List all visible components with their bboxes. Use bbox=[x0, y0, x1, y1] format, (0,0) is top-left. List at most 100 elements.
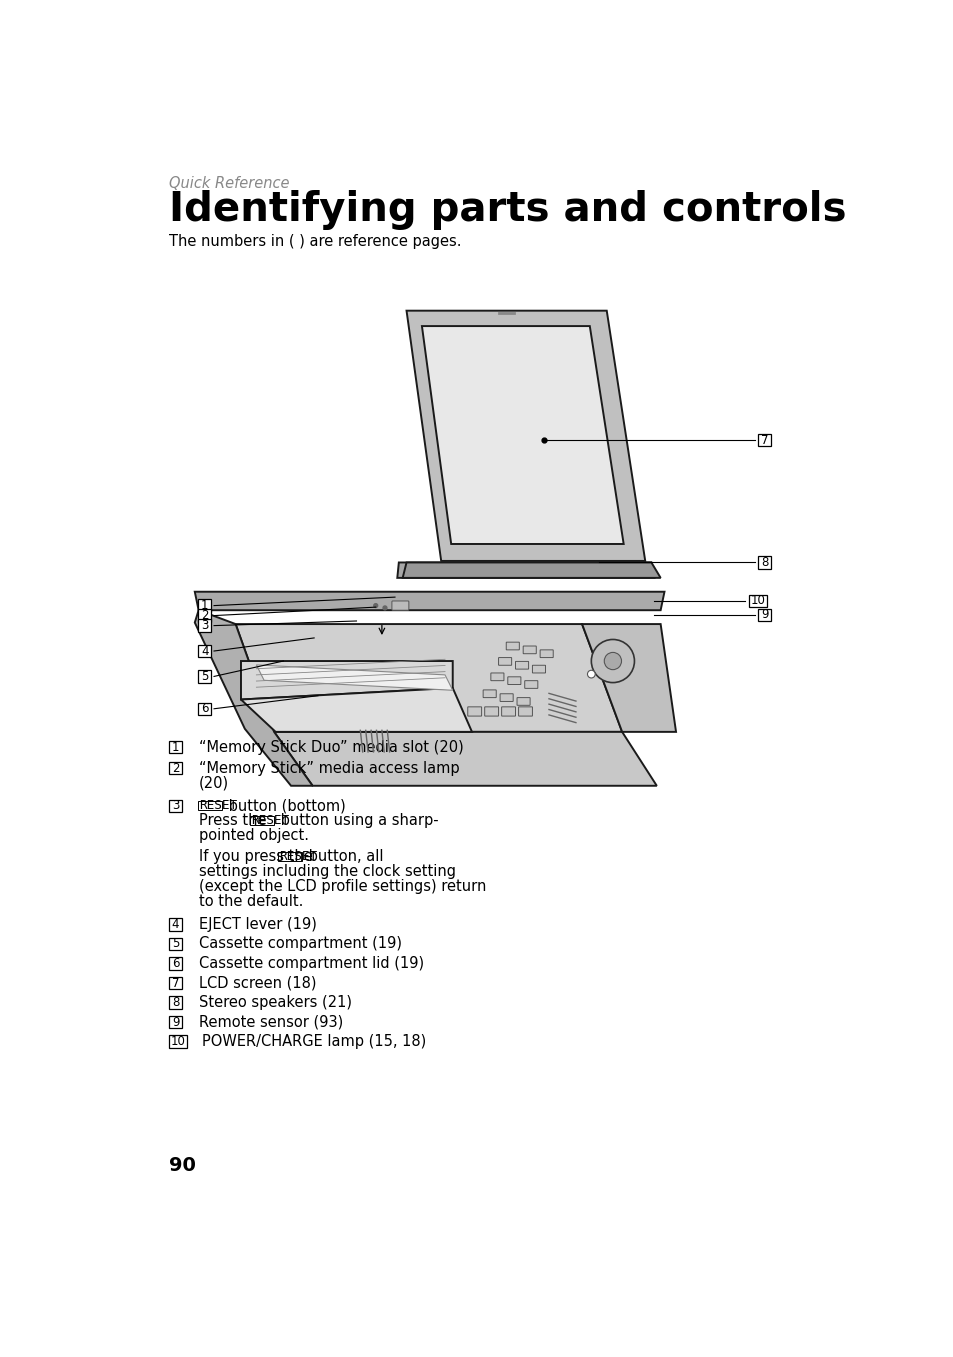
FancyBboxPatch shape bbox=[198, 645, 212, 657]
Polygon shape bbox=[402, 562, 659, 578]
Text: Cassette compartment (19): Cassette compartment (19) bbox=[198, 936, 401, 951]
FancyBboxPatch shape bbox=[515, 661, 528, 669]
FancyBboxPatch shape bbox=[506, 642, 518, 650]
Text: Identifying parts and controls: Identifying parts and controls bbox=[170, 190, 846, 229]
Text: 6: 6 bbox=[172, 957, 179, 970]
Text: 1: 1 bbox=[201, 598, 209, 612]
Text: Press the: Press the bbox=[198, 813, 271, 828]
Polygon shape bbox=[241, 688, 472, 731]
FancyBboxPatch shape bbox=[748, 594, 765, 607]
FancyBboxPatch shape bbox=[484, 707, 498, 716]
Text: 8: 8 bbox=[172, 996, 179, 1010]
FancyBboxPatch shape bbox=[169, 919, 182, 931]
FancyBboxPatch shape bbox=[169, 938, 182, 950]
Text: POWER/CHARGE lamp (15, 18): POWER/CHARGE lamp (15, 18) bbox=[202, 1034, 426, 1049]
FancyBboxPatch shape bbox=[169, 799, 182, 811]
Text: 5: 5 bbox=[172, 938, 179, 950]
FancyBboxPatch shape bbox=[467, 707, 481, 716]
Text: 3: 3 bbox=[172, 799, 179, 813]
Text: (except the LCD profile settings) return: (except the LCD profile settings) return bbox=[198, 879, 485, 894]
FancyBboxPatch shape bbox=[392, 601, 409, 611]
Circle shape bbox=[383, 607, 387, 609]
FancyBboxPatch shape bbox=[169, 1035, 187, 1048]
Text: 7: 7 bbox=[172, 977, 179, 989]
Text: 3: 3 bbox=[201, 619, 209, 632]
Polygon shape bbox=[256, 665, 453, 691]
FancyBboxPatch shape bbox=[501, 707, 515, 716]
Text: 1: 1 bbox=[172, 741, 179, 753]
FancyBboxPatch shape bbox=[758, 434, 770, 446]
Polygon shape bbox=[235, 624, 621, 731]
FancyBboxPatch shape bbox=[517, 697, 530, 706]
FancyBboxPatch shape bbox=[198, 619, 212, 632]
Text: 6: 6 bbox=[201, 703, 209, 715]
Polygon shape bbox=[194, 592, 664, 611]
Text: Quick Reference: Quick Reference bbox=[170, 176, 290, 191]
Text: RESET: RESET bbox=[251, 814, 289, 828]
Text: button (bottom): button (bottom) bbox=[223, 798, 345, 813]
FancyBboxPatch shape bbox=[169, 957, 182, 970]
FancyBboxPatch shape bbox=[539, 650, 553, 658]
FancyBboxPatch shape bbox=[498, 658, 511, 665]
Text: Remote sensor (93): Remote sensor (93) bbox=[198, 1015, 342, 1030]
Text: to the default.: to the default. bbox=[198, 894, 303, 909]
Text: 9: 9 bbox=[172, 1015, 179, 1029]
Polygon shape bbox=[396, 562, 654, 578]
FancyBboxPatch shape bbox=[524, 681, 537, 688]
FancyBboxPatch shape bbox=[499, 693, 513, 702]
Text: 2: 2 bbox=[172, 761, 179, 775]
Text: 8: 8 bbox=[760, 556, 767, 569]
Text: settings including the clock setting: settings including the clock setting bbox=[198, 864, 456, 879]
FancyBboxPatch shape bbox=[198, 600, 212, 612]
Text: 4: 4 bbox=[172, 917, 179, 931]
Text: 90: 90 bbox=[170, 1156, 196, 1175]
Text: 10: 10 bbox=[171, 1035, 185, 1048]
Text: Stereo speakers (21): Stereo speakers (21) bbox=[198, 995, 352, 1010]
Text: If you press the: If you press the bbox=[198, 849, 316, 864]
FancyBboxPatch shape bbox=[532, 665, 545, 673]
FancyBboxPatch shape bbox=[198, 670, 212, 683]
Circle shape bbox=[603, 653, 620, 669]
Text: button using a sharp-: button using a sharp- bbox=[275, 813, 438, 828]
Text: LCD screen (18): LCD screen (18) bbox=[198, 976, 315, 991]
Text: The numbers in ( ) are reference pages.: The numbers in ( ) are reference pages. bbox=[170, 233, 461, 248]
Text: (20): (20) bbox=[198, 776, 229, 791]
FancyBboxPatch shape bbox=[169, 741, 182, 753]
Text: EJECT lever (19): EJECT lever (19) bbox=[198, 917, 316, 932]
FancyBboxPatch shape bbox=[198, 703, 212, 715]
Text: RESET: RESET bbox=[198, 799, 236, 813]
Circle shape bbox=[591, 639, 634, 683]
FancyBboxPatch shape bbox=[491, 673, 503, 681]
Polygon shape bbox=[406, 311, 644, 560]
FancyBboxPatch shape bbox=[169, 763, 182, 775]
FancyBboxPatch shape bbox=[169, 977, 182, 989]
Text: 4: 4 bbox=[201, 645, 209, 658]
Text: RESET: RESET bbox=[278, 851, 316, 863]
Polygon shape bbox=[274, 731, 656, 786]
Text: pointed object.: pointed object. bbox=[198, 828, 309, 843]
FancyBboxPatch shape bbox=[758, 609, 770, 622]
Polygon shape bbox=[581, 624, 676, 731]
FancyBboxPatch shape bbox=[198, 609, 212, 622]
Polygon shape bbox=[194, 611, 313, 786]
Text: “Memory Stick Duo” media slot (20): “Memory Stick Duo” media slot (20) bbox=[198, 740, 463, 754]
Text: 5: 5 bbox=[201, 670, 209, 683]
Polygon shape bbox=[421, 326, 623, 544]
Text: 10: 10 bbox=[749, 594, 764, 608]
FancyBboxPatch shape bbox=[522, 646, 536, 654]
FancyBboxPatch shape bbox=[507, 677, 520, 684]
FancyBboxPatch shape bbox=[758, 556, 770, 569]
FancyBboxPatch shape bbox=[169, 1016, 182, 1029]
Text: Cassette compartment lid (19): Cassette compartment lid (19) bbox=[198, 955, 423, 972]
Text: 9: 9 bbox=[760, 608, 767, 622]
Polygon shape bbox=[241, 661, 453, 699]
Text: 2: 2 bbox=[201, 609, 209, 622]
FancyBboxPatch shape bbox=[482, 689, 496, 697]
FancyBboxPatch shape bbox=[518, 707, 532, 716]
Text: “Memory Stick” media access lamp: “Memory Stick” media access lamp bbox=[198, 761, 458, 776]
FancyBboxPatch shape bbox=[169, 996, 182, 1008]
Circle shape bbox=[374, 604, 377, 608]
Text: 7: 7 bbox=[760, 433, 767, 446]
Circle shape bbox=[587, 670, 595, 678]
Text: button, all: button, all bbox=[303, 849, 383, 864]
